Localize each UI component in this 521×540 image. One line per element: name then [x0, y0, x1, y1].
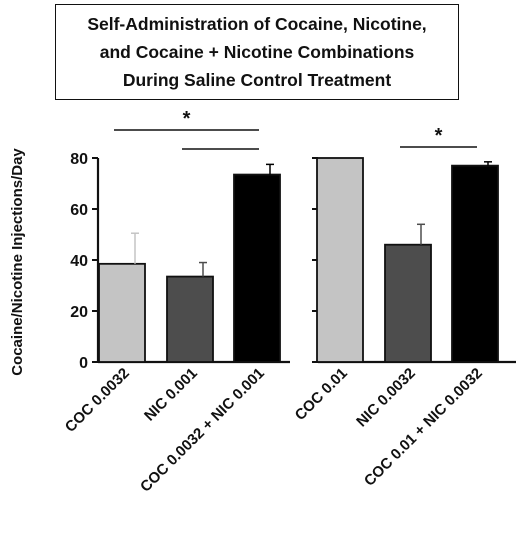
y-tick-label: 80	[70, 151, 88, 168]
significance-star: *	[183, 108, 191, 130]
category-label: NIC 0.001	[141, 365, 201, 425]
bar-2-2	[384, 243, 432, 363]
y-axis-label: Cocaine/Nicotine Injections/Day	[9, 148, 26, 376]
y-tick-label: 0	[79, 355, 88, 372]
bar-1-3	[233, 173, 281, 363]
bar-1-2	[166, 275, 214, 363]
chart-title-line-1: Self-Administration of Cocaine, Nicotine…	[87, 14, 427, 34]
significance-star: *	[435, 125, 443, 147]
category-label: COC 0.0032	[62, 365, 133, 436]
category-label: COC 0.01	[292, 365, 351, 424]
bar-1-1	[98, 262, 146, 363]
y-tick-label: 40	[70, 253, 88, 270]
category-label: NIC 0.0032	[353, 365, 419, 431]
chart-title-line-2: and Cocaine + Nicotine Combinations	[99, 42, 415, 62]
chart-title-box: Self-Administration of Cocaine, Nicotine…	[55, 4, 459, 100]
chart-title-line-3: During Saline Control Treatment	[122, 70, 392, 90]
y-tick-label: 60	[70, 202, 88, 219]
y-tick-label: 20	[70, 304, 88, 321]
bar-2-1	[316, 157, 364, 363]
category-label: COC 0.0032 + NIC 0.001	[137, 365, 268, 496]
bar-2-3	[451, 164, 499, 363]
category-label: COC 0.01 + NIC 0.0032	[361, 365, 486, 490]
